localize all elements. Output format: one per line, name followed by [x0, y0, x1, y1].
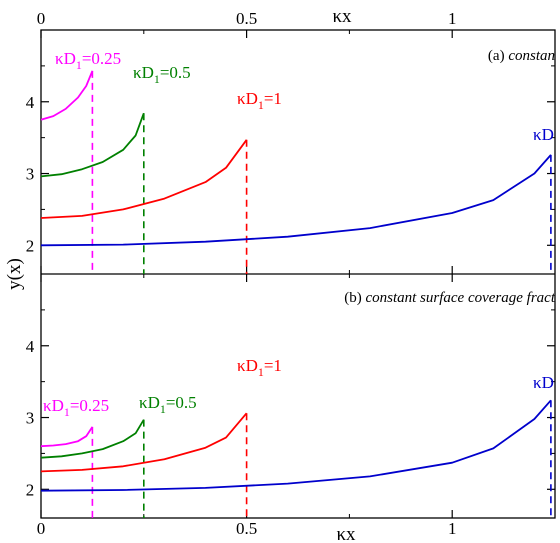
series-label: κD1=1 — [237, 356, 282, 379]
x-tick-label-bottom: 0 — [37, 519, 46, 538]
plot-frame — [40, 29, 556, 519]
series-label: κD1=0.5 — [133, 63, 191, 86]
x-tick-label-top: 1 — [448, 9, 457, 28]
x-tick-label-top: 0.5 — [236, 9, 257, 28]
series-label: κD1=0.5 — [139, 393, 197, 416]
series-line — [41, 426, 94, 448]
series-label: κD — [533, 373, 554, 392]
series-label: κD1=0.25 — [43, 396, 109, 419]
series-line — [41, 70, 94, 121]
x-axis-label-bottom: κx — [336, 524, 356, 543]
panel-a: (a) constan κD1=0.25 κD1=0.5 κD1=1 κD — [41, 48, 555, 274]
series-line — [41, 139, 248, 219]
y-tick-label: 4 — [26, 93, 35, 112]
series-line — [41, 412, 248, 473]
x-tick-label-bottom: 1 — [448, 519, 457, 538]
panel-title: (a) constan — [488, 48, 555, 64]
y-tick-label: 2 — [26, 236, 35, 255]
panel-b: (b) constant surface coverage fract κD1=0… — [41, 290, 556, 518]
series-line — [41, 112, 145, 178]
y-tick-label: 2 — [26, 480, 35, 499]
series-label: κD1=1 — [237, 89, 282, 112]
series-line — [41, 419, 145, 459]
series-line — [41, 399, 552, 492]
y-tick-label: 3 — [26, 165, 35, 184]
y-tick-label: 4 — [26, 337, 35, 356]
panel-title: (b) constant surface coverage fract — [344, 290, 556, 306]
y-axis-label: y(x) — [4, 258, 25, 290]
x-axis-label-top: κx — [332, 6, 352, 27]
series-label: κD1=0.25 — [55, 49, 121, 72]
x-tick-label-bottom: 0.5 — [236, 519, 257, 538]
series-line — [41, 154, 552, 247]
y-tick-label: 3 — [26, 409, 35, 428]
series-label: κD — [533, 125, 554, 144]
x-tick-label-top: 0 — [37, 9, 46, 28]
